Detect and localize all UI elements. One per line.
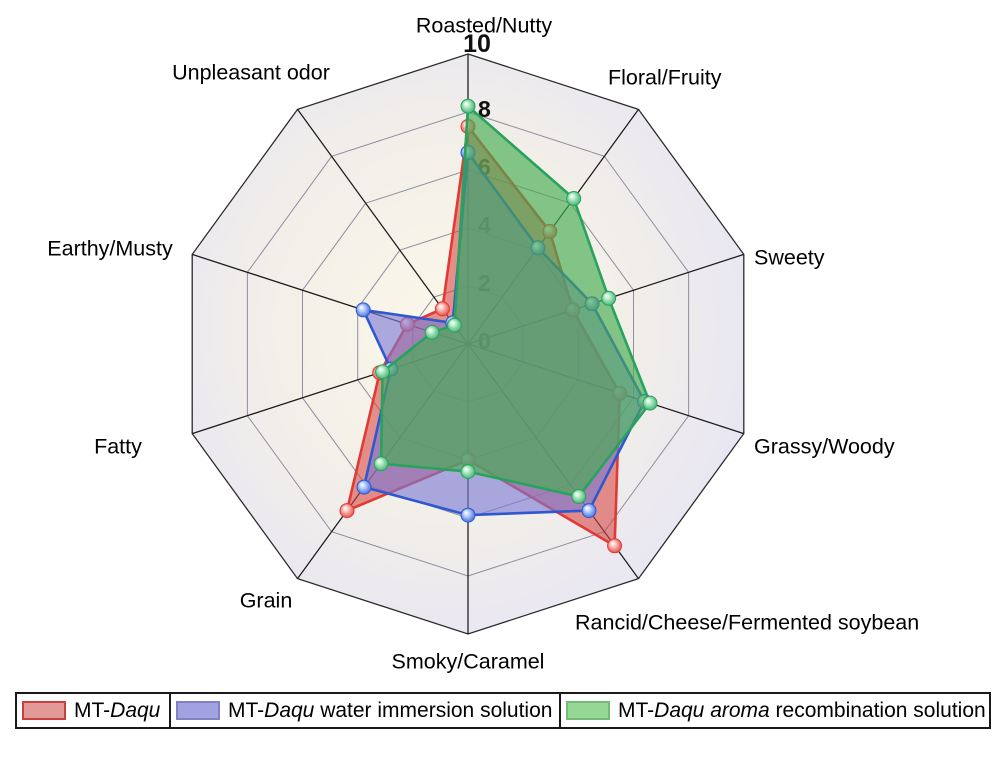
legend-label-1: MT-Daqu water immersion solution (228, 694, 552, 727)
axis-label: Grassy/Woody (754, 435, 895, 459)
series-layer-2 (373, 98, 658, 504)
axis-labels: Roasted/Nutty Floral/Fruity Sweety Grassy/W… (47, 14, 919, 674)
legend-entry-0: MT-Daqu (17, 694, 169, 727)
radar-chart-svg: 0246810Roasted/NuttyFloral/FruitySweetyG… (47, 14, 919, 674)
legend-entry-1: MT-Daqu water immersion solution (169, 694, 559, 727)
axis-label: Unpleasant odor (172, 61, 330, 85)
data-point-marker (571, 489, 587, 504)
legend-label-2: MT-Daqu aroma recombination solution (618, 694, 986, 727)
legend-swatch-1 (176, 701, 220, 720)
data-point-marker (373, 456, 389, 472)
legend-swatch-0 (22, 701, 66, 720)
legend-entry-2: MT-Daqu aroma recombination solution (559, 694, 989, 727)
data-point-marker (642, 395, 658, 411)
data-point-marker (601, 290, 617, 306)
legend-label-part: recombination solution (769, 699, 986, 722)
legend-label-part: MT- (228, 699, 265, 722)
axis-label: Rancid/Cheese/Fermented soybean (575, 611, 919, 635)
data-point-marker (460, 464, 476, 480)
axis-label: Smoky/Caramel (392, 650, 545, 674)
legend-label-italic-part: Daqu (264, 699, 315, 722)
legend-swatch-2 (566, 701, 610, 720)
legend-label-0: MT-Daqu (74, 694, 160, 727)
data-point-marker (581, 503, 597, 519)
data-point-marker (356, 479, 372, 495)
data-point-marker (460, 507, 476, 523)
axis-label: Grain (240, 589, 293, 613)
legend-label-italic-part: Daqu (110, 699, 161, 722)
axis-label: Earthy/Musty (47, 237, 173, 261)
axis-label: Roasted/Nutty (416, 14, 552, 38)
data-point-marker (460, 98, 476, 114)
data-point-marker (375, 364, 390, 380)
legend-label-part: MT- (74, 699, 111, 722)
legend-label-italic-part: Daqu aroma (654, 699, 770, 722)
data-point-marker (566, 191, 582, 206)
data-point-marker (339, 503, 355, 519)
radar-chart-figure: 0246810Roasted/NuttyFloral/FruitySweetyG… (47, 14, 919, 674)
axis-label: Sweety (754, 246, 825, 270)
data-point-marker (607, 538, 623, 554)
data-point-marker (355, 302, 371, 318)
legend-label-part: water immersion solution (314, 699, 553, 722)
data-point-marker (424, 324, 440, 340)
tick-label: 10 (463, 30, 491, 58)
data-point-marker (446, 317, 462, 333)
legend-box: MT-Daqu MT-Daqu water immersion solution M… (15, 692, 991, 729)
legend-label-part: MT- (618, 699, 655, 722)
tick-label: 8 (478, 96, 491, 122)
axis-label: Floral/Fruity (608, 66, 722, 90)
axis-label: Fatty (94, 435, 142, 459)
data-point-marker (434, 301, 450, 317)
